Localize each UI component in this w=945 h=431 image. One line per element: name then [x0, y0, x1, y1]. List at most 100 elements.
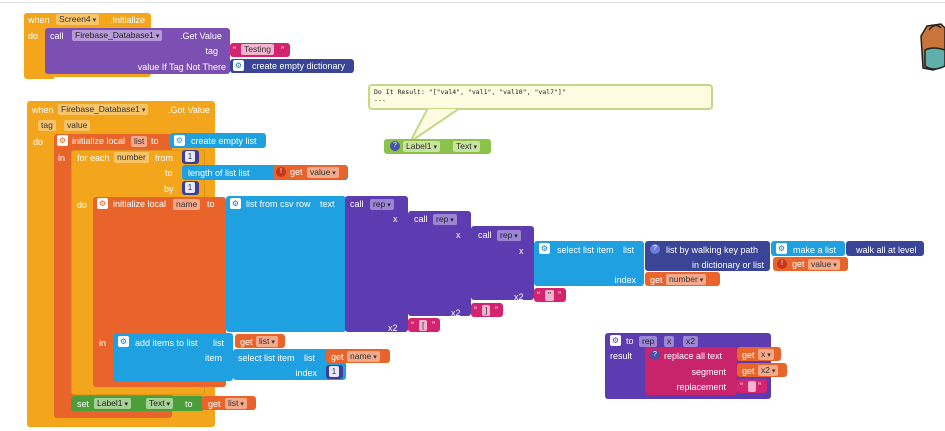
list-by-walking-key-path-block[interactable]	[645, 241, 770, 271]
quote-open-icon: “	[537, 290, 540, 300]
list-socket-label: list	[304, 353, 315, 363]
gear-icon[interactable]: ⚙	[57, 135, 68, 146]
tag-value-text[interactable]: Testing	[241, 44, 274, 55]
empty-replacement-text[interactable]	[748, 381, 756, 392]
call-label: call	[50, 31, 64, 41]
x2-socket-label: x2	[451, 308, 461, 318]
get-x2-dropdown[interactable]: x2	[758, 365, 779, 376]
firebase-event-component-dropdown[interactable]: Firebase_Database1	[58, 104, 149, 115]
do-it-result-separator: ---	[374, 96, 386, 104]
from-label: from	[155, 153, 173, 163]
gear-icon[interactable]: ⚙	[230, 198, 241, 209]
string-quote-text[interactable]: "	[545, 290, 555, 301]
get-value-dropdown[interactable]: value	[307, 167, 339, 178]
list-from-csv-row-block[interactable]	[226, 196, 346, 332]
item-socket-label: item	[204, 353, 222, 363]
loop-var-number[interactable]: number	[114, 152, 149, 163]
gear-icon[interactable]: ⚙	[233, 60, 244, 71]
gear-icon[interactable]: ⚙	[118, 336, 129, 347]
backpack-icon[interactable]	[919, 22, 945, 78]
gear-icon[interactable]: ⚙	[174, 135, 185, 146]
get-list-dropdown[interactable]: list	[256, 336, 278, 347]
help-icon[interactable]: ?	[390, 141, 400, 151]
get-label: get	[792, 259, 805, 269]
call-rep-block-middle[interactable]	[408, 211, 471, 316]
create-empty-dictionary-block[interactable]	[230, 59, 354, 73]
bubble-pointer	[409, 108, 462, 143]
get-number-dropdown[interactable]: number	[666, 274, 707, 285]
param-value[interactable]: value	[64, 120, 91, 131]
quote-close-icon: ”	[495, 305, 498, 315]
screen-component-dropdown[interactable]: Screen4	[56, 14, 100, 25]
when-label: when	[32, 105, 54, 115]
length-of-list-label: length of list list	[188, 168, 250, 178]
procedure-arg-x[interactable]: x	[664, 336, 675, 347]
initialize-local-label: initialize local	[113, 199, 167, 209]
x-socket-label: x	[456, 230, 461, 240]
label-component-dropdown[interactable]: Label1	[403, 141, 440, 152]
gear-icon[interactable]: ⚙	[776, 243, 787, 254]
quote-open-icon: “	[740, 381, 743, 391]
x2-socket-label: x2	[388, 323, 398, 333]
walk-all-at-level-block[interactable]	[846, 241, 924, 256]
segment-socket-label: segment	[691, 367, 726, 377]
gear-icon[interactable]: ⚙	[610, 335, 621, 346]
string-bracket-close-text[interactable]: ]	[482, 305, 491, 316]
set-label-component-dropdown[interactable]: Label1	[94, 398, 131, 409]
get-x-dropdown[interactable]: x	[758, 349, 774, 360]
text-socket-label: text	[320, 199, 335, 209]
param-tag[interactable]: tag	[38, 120, 56, 131]
help-icon[interactable]: !	[777, 259, 787, 269]
from-number-value[interactable]: 1	[185, 151, 195, 162]
result-label: result	[610, 351, 633, 361]
to-label: to	[626, 336, 634, 346]
call-label: call	[414, 214, 428, 224]
rep-procedure-dropdown[interactable]: rep	[497, 230, 521, 241]
list-socket-label: list	[213, 338, 224, 348]
tag-socket-label: tag	[205, 46, 218, 56]
create-empty-list-label: create empty list	[191, 136, 257, 146]
make-a-list-block[interactable]	[771, 241, 845, 256]
string-bracket-open-text[interactable]: [	[419, 320, 428, 331]
help-icon[interactable]: ?	[650, 350, 660, 360]
do-label: do	[33, 137, 44, 147]
get-label: get	[742, 350, 755, 360]
help-icon[interactable]: !	[276, 167, 286, 177]
index-socket-label: index	[614, 275, 636, 285]
get-label: get	[240, 337, 253, 347]
local-var-list[interactable]: list	[131, 136, 148, 147]
get-list-dropdown[interactable]: list	[225, 398, 247, 409]
index-socket-label: index	[295, 368, 317, 378]
initialize-event-name: .Initialize	[110, 15, 146, 25]
quote-open-icon: “	[411, 320, 414, 330]
when-label: when	[28, 15, 50, 25]
get-name-dropdown[interactable]: name	[347, 351, 380, 362]
by-number-value[interactable]: 1	[185, 182, 195, 193]
x-socket-label: x	[519, 246, 524, 256]
procedure-name[interactable]: rep	[639, 336, 658, 347]
quote-close-icon: ”	[281, 45, 284, 55]
add-items-to-list-block[interactable]	[113, 333, 233, 381]
label-property-dropdown[interactable]: Text	[453, 141, 481, 152]
firebase-component-dropdown[interactable]: Firebase_Database1	[72, 30, 163, 41]
gear-icon[interactable]: ⚙	[539, 243, 550, 254]
index-number-value[interactable]: 1	[329, 366, 339, 377]
replace-all-text-block[interactable]	[645, 347, 737, 395]
replacement-socket-label: replacement	[676, 382, 726, 392]
procedure-arg-x2[interactable]: x2	[683, 336, 698, 347]
select-list-item-label: select list item	[238, 353, 295, 363]
call-rep-block-outer[interactable]	[345, 196, 408, 332]
create-empty-list-block[interactable]	[170, 133, 266, 148]
quote-close-icon: ”	[432, 320, 435, 330]
gear-icon[interactable]: ⚙	[97, 198, 108, 209]
to-label: to	[165, 168, 173, 178]
rep-procedure-dropdown[interactable]: rep	[370, 199, 394, 210]
select-list-item-block[interactable]	[534, 241, 644, 286]
help-icon[interactable]: ?	[650, 244, 660, 254]
set-label: set	[77, 399, 90, 409]
get-value-dropdown[interactable]: value	[808, 259, 840, 270]
local-var-name[interactable]: name	[173, 199, 201, 210]
rep-procedure-dropdown[interactable]: rep	[433, 214, 457, 225]
set-label-property-dropdown[interactable]: Text	[146, 398, 174, 409]
